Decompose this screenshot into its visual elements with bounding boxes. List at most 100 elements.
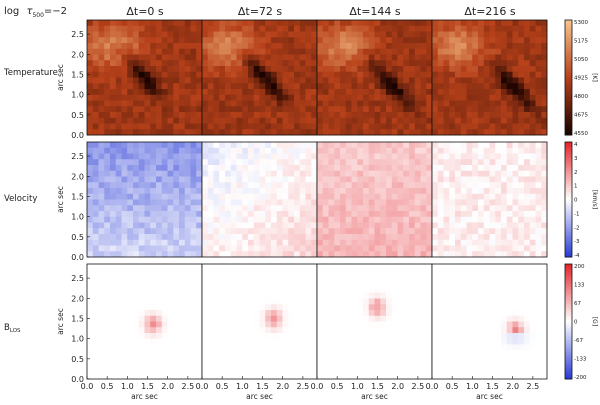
pixel (196, 264, 203, 271)
pixel (328, 344, 335, 351)
pixel (501, 373, 508, 380)
pixel (529, 147, 536, 154)
pixel (483, 31, 490, 38)
pixel (236, 251, 243, 258)
pixel (196, 165, 203, 172)
pixel (489, 264, 496, 271)
pixel (179, 269, 186, 276)
pixel (288, 188, 295, 195)
pixel (374, 106, 381, 113)
pixel (98, 304, 105, 311)
pixel (299, 147, 306, 154)
pixel (276, 239, 283, 246)
pixel (529, 234, 536, 241)
pixel (460, 193, 467, 200)
pixel (345, 310, 352, 317)
pixel (110, 315, 117, 322)
pixel (340, 66, 347, 73)
pixel (478, 327, 485, 334)
pixel (478, 54, 485, 61)
pixel (437, 37, 444, 44)
pixel (87, 147, 94, 154)
pixel (87, 367, 94, 374)
pixel (414, 321, 421, 328)
pixel (386, 106, 393, 113)
pixel (345, 123, 352, 130)
pixel (115, 129, 122, 136)
pixel (179, 310, 186, 317)
pixel (225, 89, 232, 96)
pixel (271, 31, 278, 38)
pixel (432, 234, 439, 241)
pixel (144, 333, 151, 340)
pixel (351, 304, 358, 311)
pixel (276, 327, 283, 334)
pixel (271, 269, 278, 276)
pixel (351, 264, 358, 271)
pixel (380, 338, 387, 345)
pixel (397, 77, 404, 84)
pixel (328, 54, 335, 61)
pixel (317, 147, 324, 154)
pixel (501, 298, 508, 305)
pixel (259, 199, 266, 206)
pixel (460, 94, 467, 101)
pixel (466, 106, 473, 113)
pixel (242, 373, 249, 380)
pixel (184, 193, 191, 200)
pixel (391, 153, 398, 160)
pixel (483, 327, 490, 334)
pixel (104, 54, 111, 61)
pixel (380, 199, 387, 206)
pixel (179, 239, 186, 246)
pixel (127, 153, 134, 160)
pixel (248, 176, 255, 183)
pixel (173, 117, 180, 124)
pixel (495, 350, 502, 357)
pixel (271, 176, 278, 183)
pixel (294, 48, 301, 55)
pixel (288, 344, 295, 351)
pixel (437, 315, 444, 322)
y-tick-label: 0.0 (71, 375, 84, 384)
pixel (271, 66, 278, 73)
colorbar-swatch (565, 142, 572, 145)
pixel (133, 43, 140, 50)
pixel (110, 100, 117, 107)
pixel (357, 54, 364, 61)
pixel (259, 193, 266, 200)
pixel (541, 94, 548, 101)
pixel (466, 83, 473, 90)
pixel (282, 20, 289, 27)
pixel (340, 298, 347, 305)
pixel (518, 245, 525, 252)
pixel (299, 159, 306, 166)
pixel (426, 315, 433, 322)
colorbar-unit: [K] (591, 73, 598, 82)
pixel (138, 31, 145, 38)
pixel (87, 176, 94, 183)
pixel (334, 245, 341, 252)
pixel (386, 165, 393, 172)
pixel (144, 361, 151, 368)
pixel (207, 66, 214, 73)
pixel (110, 344, 117, 351)
pixel (386, 147, 393, 154)
pixel (443, 193, 450, 200)
pixel (184, 188, 191, 195)
pixel (259, 165, 266, 172)
pixel (173, 251, 180, 258)
pixel (179, 321, 186, 328)
pixel (345, 129, 352, 136)
pixel (184, 264, 191, 271)
pixel (409, 25, 416, 32)
pixel (409, 31, 416, 38)
pixel (167, 264, 174, 271)
pixel (299, 117, 306, 124)
pixel (207, 222, 214, 229)
pixel (299, 94, 306, 101)
pixel (104, 228, 111, 235)
pixel (161, 211, 168, 218)
pixel (397, 298, 404, 305)
